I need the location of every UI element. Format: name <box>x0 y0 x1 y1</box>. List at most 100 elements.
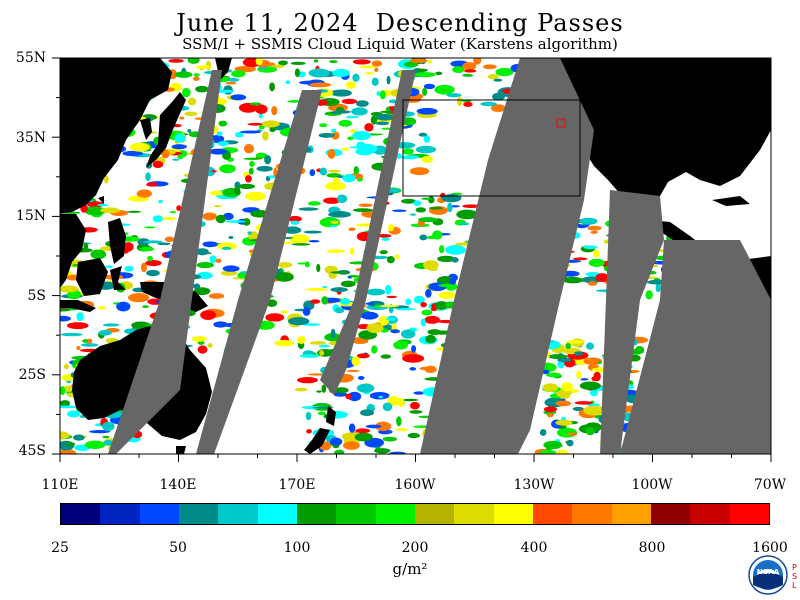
cloud-patch <box>351 356 361 367</box>
cloud-patch <box>419 234 428 241</box>
cloud-patch <box>561 382 573 392</box>
lon-label-100w: 100W <box>631 477 673 493</box>
cloud-patch <box>128 293 150 303</box>
cloud-patch <box>220 270 238 276</box>
cloud-patch <box>346 369 360 373</box>
cloud-patch <box>360 311 379 320</box>
cloud-patch <box>307 201 321 206</box>
taiwan-land <box>98 196 104 204</box>
cloud-patch <box>319 350 325 356</box>
cloud-patch <box>371 60 383 67</box>
cloud-patch <box>347 136 354 141</box>
colorbar-swatch <box>296 504 337 524</box>
map-title: June 11, 2024 Descending Passes <box>176 9 624 37</box>
caribbean-land <box>712 196 750 206</box>
cloud-patch <box>168 58 184 63</box>
cloud-patch <box>249 102 261 106</box>
cloud-patch <box>543 440 563 450</box>
cloud-patch <box>418 217 438 223</box>
sulawesi-land <box>110 266 126 290</box>
cloud-patch <box>379 304 399 308</box>
colorbar-swatch <box>139 504 179 524</box>
cloud-patch <box>243 157 262 161</box>
swath-gap-6 <box>620 240 771 454</box>
colorbar-swatch <box>611 504 651 524</box>
cloud-patch <box>248 167 254 175</box>
colorbar-swatch <box>414 504 455 524</box>
cloud-patch <box>655 283 661 293</box>
cloud-patch <box>347 276 352 279</box>
cloud-patch <box>60 431 70 440</box>
cloud-patch <box>447 202 453 213</box>
cloud-patch <box>309 341 327 345</box>
cloud-patch <box>146 269 160 277</box>
cloud-patch <box>348 227 356 232</box>
cloud-patch <box>297 335 306 345</box>
cloud-patch <box>310 299 321 304</box>
cloud-patch <box>238 102 258 113</box>
cloud-patch <box>116 301 131 312</box>
cloud-patch <box>462 62 477 71</box>
cloud-patch <box>227 78 240 82</box>
japan-land <box>146 92 186 168</box>
cloud-patch <box>298 207 319 211</box>
cloud-patch <box>306 429 312 434</box>
cloud-patch <box>334 307 345 314</box>
cloud-patch <box>395 307 416 311</box>
cloud-patch <box>161 149 170 159</box>
cloud-patch <box>355 100 369 107</box>
cloud-patch <box>240 130 261 134</box>
cloud-patch <box>244 191 267 201</box>
lat-label-35n: 35N <box>15 130 46 146</box>
cloud-patch <box>177 154 184 160</box>
cloud-patch <box>329 437 343 446</box>
cloud-patch <box>352 208 374 212</box>
cloud-patch <box>545 372 562 378</box>
cloud-patch <box>102 421 115 432</box>
cloud-patch <box>463 101 473 107</box>
cloud-patch <box>415 145 437 154</box>
cloud-patch <box>131 321 151 330</box>
cloud-patch <box>386 256 395 264</box>
cloud-patch <box>377 233 392 238</box>
cloud-patch <box>400 155 419 160</box>
cloud-patch <box>409 401 420 410</box>
cloud-patch <box>66 322 89 330</box>
cloud-patch <box>340 280 356 288</box>
cloud-patch <box>222 265 240 272</box>
cloud-patch <box>343 441 360 450</box>
cloud-patch <box>462 204 481 209</box>
cloud-patch <box>328 89 351 96</box>
cloud-patch <box>441 194 462 203</box>
cloud-patch <box>421 155 433 164</box>
cloud-patch <box>547 413 554 418</box>
cloud-patch <box>76 345 81 351</box>
cloud-patch <box>193 287 211 296</box>
swath-gap-2 <box>196 90 322 454</box>
cloud-patch <box>122 150 144 157</box>
colorbar-swatch <box>100 504 140 524</box>
cloud-patch <box>233 186 241 196</box>
cloud-patch <box>221 246 232 250</box>
cloud-patch <box>449 277 457 285</box>
cloud-patch <box>351 107 368 116</box>
noaa-logo-icon: NOAA <box>748 555 788 595</box>
cloud-patch <box>285 80 291 85</box>
cloud-patch <box>60 285 79 293</box>
cloud-patch <box>269 82 275 92</box>
cloud-patch <box>390 329 401 334</box>
cloud-patch <box>432 230 443 240</box>
cloud-patch <box>438 291 456 299</box>
java-land <box>60 300 96 312</box>
cloud-patch <box>425 334 437 344</box>
cloud-patch <box>245 175 252 183</box>
cloud-patch <box>429 206 443 210</box>
cloud-patch <box>309 169 316 177</box>
cloud-patch <box>374 304 380 308</box>
cloud-patch <box>121 236 140 242</box>
cloud-patch <box>378 395 383 399</box>
cloud-patch <box>371 77 379 86</box>
cloud-patch <box>462 73 474 77</box>
cloud-patch <box>428 267 439 272</box>
cloud-patch <box>374 448 391 454</box>
